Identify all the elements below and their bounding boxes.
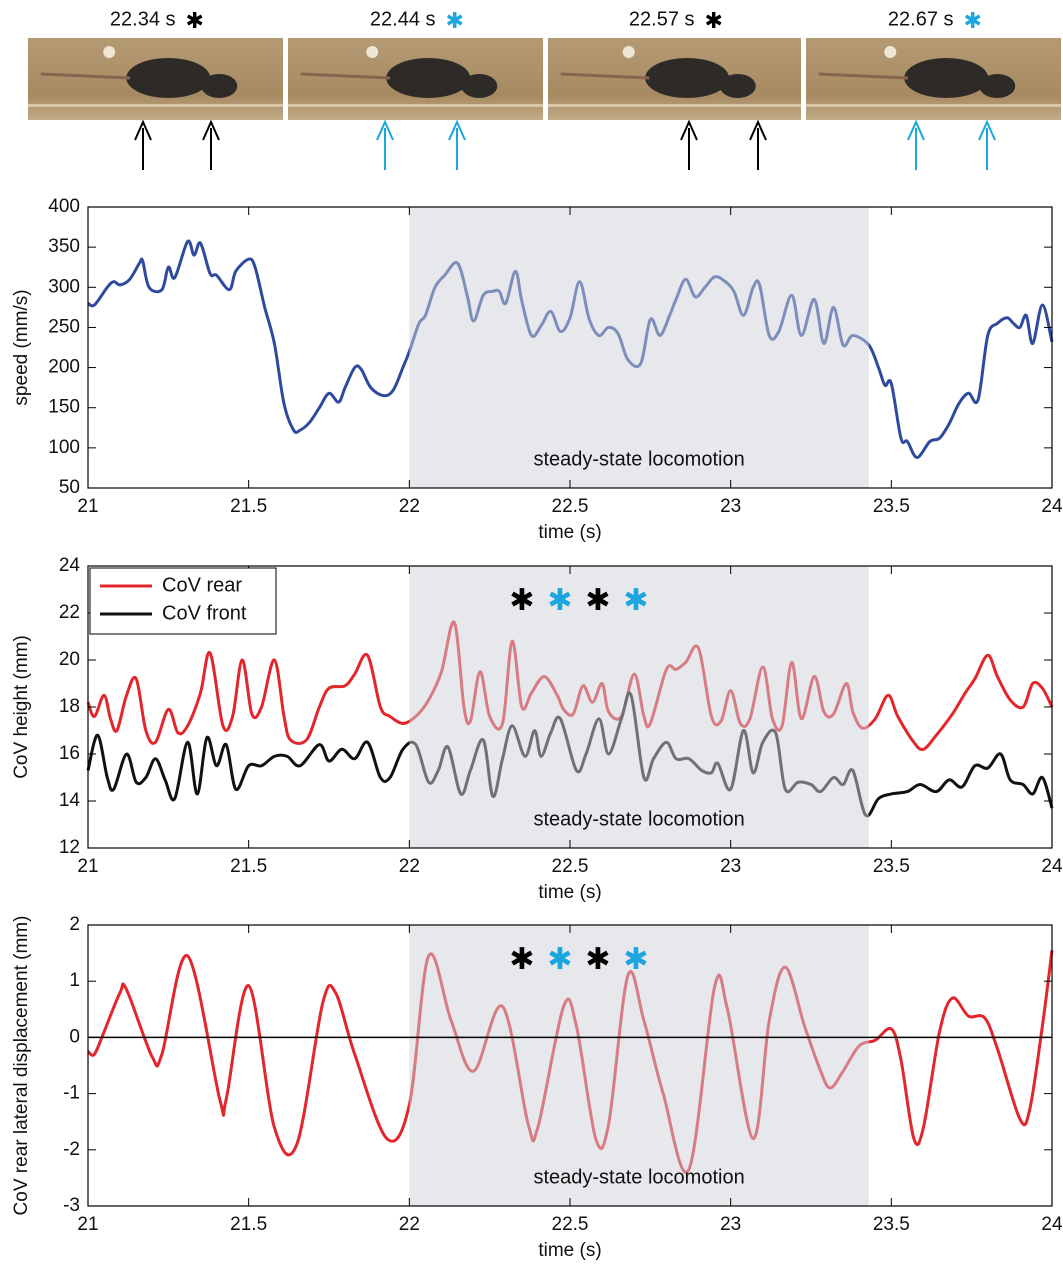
x-tick-label: 24 bbox=[1041, 1214, 1063, 1235]
x-tick-label: 23 bbox=[720, 1214, 741, 1235]
shade-label: steady-state locomotion bbox=[533, 808, 744, 830]
x-tick-label: 23.5 bbox=[873, 1214, 910, 1235]
x-tick-label: 22 bbox=[399, 1214, 420, 1235]
legend-label: CoV rear bbox=[162, 574, 242, 596]
mouse-body bbox=[645, 58, 729, 98]
event-marker: ✱ bbox=[547, 584, 572, 617]
y-tick-label: 12 bbox=[59, 837, 80, 858]
floor-edge bbox=[28, 104, 283, 107]
x-tick-label: 21 bbox=[77, 1214, 98, 1235]
event-marker: ✱ bbox=[585, 584, 610, 617]
event-marker: ✱ bbox=[623, 584, 648, 617]
mouse-head bbox=[979, 74, 1015, 98]
x-tick-label: 23 bbox=[720, 496, 741, 517]
shade-label: steady-state locomotion bbox=[533, 448, 744, 470]
figure: 22.34 s✱22.44 s✱22.57 s✱22.67 s✱steady-s… bbox=[0, 0, 1063, 1267]
x-tick-label: 21.5 bbox=[230, 1214, 267, 1235]
x-tick-label: 23 bbox=[720, 856, 741, 877]
x-axis-label: time (s) bbox=[538, 1240, 601, 1261]
mouse-body bbox=[904, 58, 988, 98]
y-tick-label: 200 bbox=[48, 357, 80, 378]
mouse-head bbox=[201, 74, 237, 98]
y-tick-label: 1 bbox=[69, 970, 80, 991]
frame-marker: ✱ bbox=[446, 8, 464, 33]
event-marker: ✱ bbox=[547, 943, 572, 976]
mouse-body bbox=[386, 58, 470, 98]
mouse-head bbox=[461, 74, 497, 98]
ball bbox=[103, 46, 115, 58]
floor-edge bbox=[288, 104, 543, 107]
frame-time: 22.57 s bbox=[629, 8, 695, 30]
x-tick-label: 22 bbox=[399, 856, 420, 877]
frame-time: 22.44 s bbox=[370, 8, 436, 30]
chart: steady-state locomotion 50 100 150 200 250 300… bbox=[11, 196, 1063, 543]
y-axis-label: CoV rear lateral displacement (mm) bbox=[11, 916, 32, 1216]
ball bbox=[366, 46, 378, 58]
event-marker: ✱ bbox=[623, 943, 648, 976]
y-tick-label: -3 bbox=[63, 1195, 80, 1216]
event-marker: ✱ bbox=[509, 943, 534, 976]
x-tick-label: 23.5 bbox=[873, 496, 910, 517]
frame-marker: ✱ bbox=[964, 8, 982, 33]
y-tick-label: 0 bbox=[69, 1026, 80, 1047]
y-tick-label: 50 bbox=[59, 477, 80, 498]
y-tick-label: 16 bbox=[59, 743, 80, 764]
y-axis-label: CoV height (mm) bbox=[11, 635, 32, 779]
y-tick-label: 24 bbox=[59, 555, 81, 576]
x-tick-label: 21 bbox=[77, 856, 98, 877]
chart: steady-state locomotion ✱ ✱ ✱ ✱ -3 -2 -1 0 1 2 21 21… bbox=[11, 914, 1063, 1261]
frame-marker: ✱ bbox=[705, 8, 723, 33]
y-tick-label: -1 bbox=[63, 1083, 80, 1104]
mouse-body bbox=[126, 58, 210, 98]
y-tick-label: -2 bbox=[63, 1139, 80, 1160]
y-axis-label: speed (mm/s) bbox=[11, 289, 32, 405]
x-tick-label: 24 bbox=[1041, 496, 1063, 517]
x-tick-label: 22.5 bbox=[552, 1214, 589, 1235]
y-tick-label: 400 bbox=[48, 196, 80, 217]
x-tick-label: 23.5 bbox=[873, 856, 910, 877]
y-tick-label: 150 bbox=[48, 397, 80, 418]
frame-time: 22.34 s bbox=[110, 8, 176, 30]
x-tick-label: 22.5 bbox=[552, 856, 589, 877]
y-tick-label: 18 bbox=[59, 696, 80, 717]
y-tick-label: 2 bbox=[69, 914, 80, 935]
shaded-region bbox=[409, 207, 869, 488]
event-marker: ✱ bbox=[509, 584, 534, 617]
y-tick-label: 250 bbox=[48, 316, 80, 337]
x-tick-label: 21 bbox=[77, 496, 98, 517]
floor-edge bbox=[806, 104, 1061, 107]
y-tick-label: 300 bbox=[48, 276, 80, 297]
floor-edge bbox=[548, 104, 801, 107]
ball bbox=[623, 46, 635, 58]
y-tick-label: 20 bbox=[59, 649, 80, 670]
x-tick-label: 21.5 bbox=[230, 496, 267, 517]
y-tick-label: 100 bbox=[48, 437, 80, 458]
frame-marker: ✱ bbox=[186, 8, 204, 33]
page: 22.34 s✱22.44 s✱22.57 s✱22.67 s✱steady-s… bbox=[0, 0, 1063, 1272]
x-tick-label: 22 bbox=[399, 496, 420, 517]
x-tick-label: 21.5 bbox=[230, 856, 267, 877]
shade-label: steady-state locomotion bbox=[533, 1166, 744, 1188]
legend-label: CoV front bbox=[162, 602, 247, 624]
x-tick-label: 24 bbox=[1041, 856, 1063, 877]
event-marker: ✱ bbox=[585, 943, 610, 976]
x-axis-label: time (s) bbox=[538, 522, 601, 543]
frame-time: 22.67 s bbox=[888, 8, 954, 30]
mouse-head bbox=[720, 74, 756, 98]
y-tick-label: 22 bbox=[59, 602, 80, 623]
y-tick-label: 350 bbox=[48, 236, 80, 257]
y-tick-label: 14 bbox=[59, 790, 81, 811]
ball bbox=[884, 46, 896, 58]
chart: steady-state locomotion ✱ ✱ ✱ ✱ 12 14 16 18 20 22 2… bbox=[11, 555, 1063, 903]
x-tick-label: 22.5 bbox=[552, 496, 589, 517]
x-axis-label: time (s) bbox=[538, 882, 601, 903]
